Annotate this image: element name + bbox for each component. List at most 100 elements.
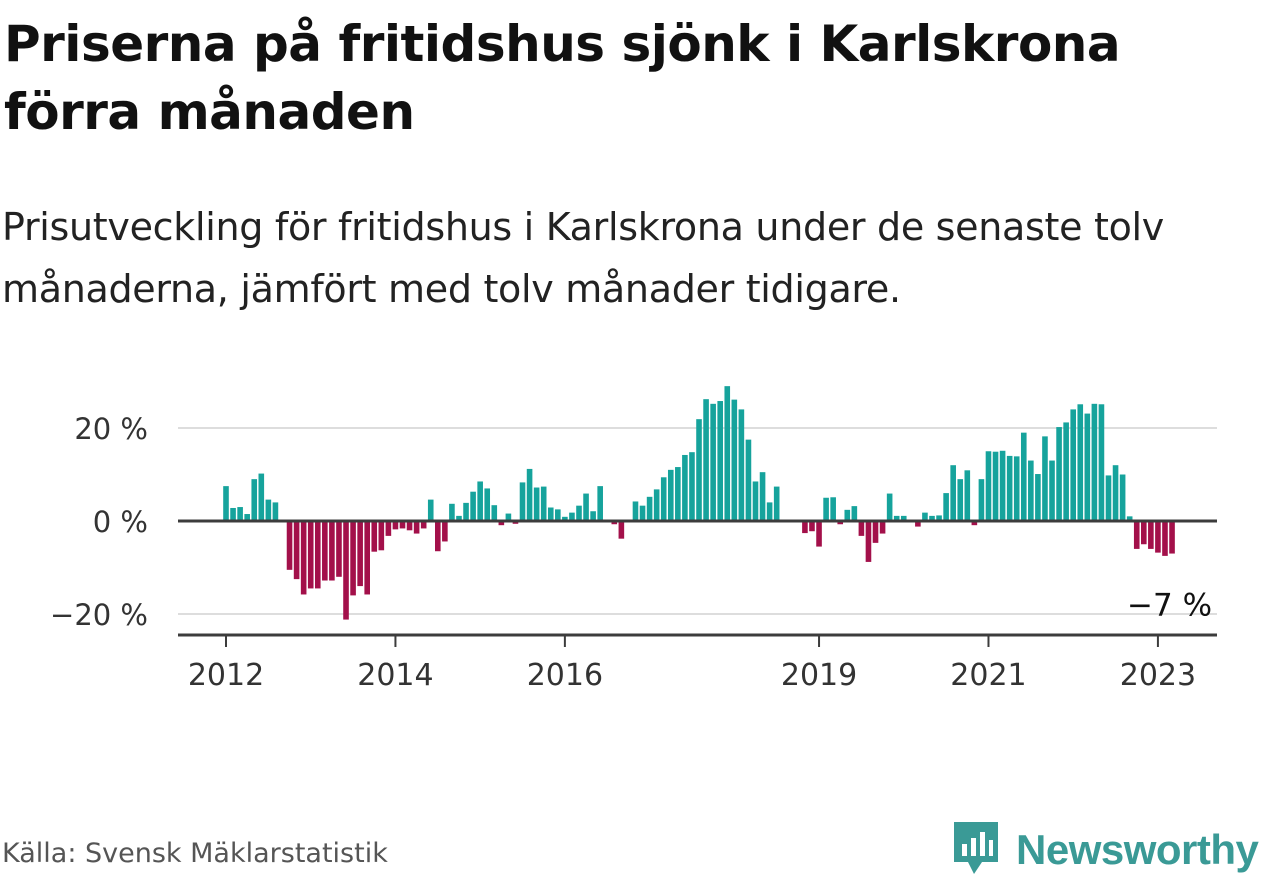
bar — [837, 521, 844, 525]
bar — [851, 506, 858, 521]
bar — [660, 477, 667, 521]
bar — [752, 481, 759, 521]
bar — [307, 521, 314, 589]
bar — [463, 502, 469, 522]
bar — [893, 515, 900, 521]
bar — [364, 521, 370, 595]
bar — [611, 521, 618, 525]
bar — [886, 493, 893, 521]
bar — [449, 503, 455, 521]
bar — [1162, 521, 1168, 556]
bar — [992, 451, 999, 521]
bar — [1169, 521, 1175, 554]
bar — [1091, 403, 1098, 521]
bar — [385, 521, 392, 536]
bar — [717, 401, 723, 521]
x-tick-label: 2019 — [781, 658, 857, 690]
brand-logo[interactable]: Newsworthy — [950, 818, 1259, 882]
last-value-label: −7 % — [1127, 588, 1212, 624]
bar — [1013, 456, 1020, 521]
bar — [569, 512, 575, 521]
bar — [816, 521, 822, 547]
bar — [915, 521, 921, 527]
bar — [470, 491, 476, 521]
bar — [900, 515, 907, 521]
bar — [519, 482, 526, 522]
bar — [406, 521, 413, 531]
bar — [456, 515, 462, 521]
bar — [738, 409, 745, 521]
bar — [689, 452, 695, 521]
bar — [251, 479, 258, 521]
bar — [399, 521, 406, 529]
bar — [950, 465, 956, 521]
bar — [1049, 460, 1055, 521]
bar — [265, 499, 272, 521]
bar — [293, 521, 300, 580]
bar — [1035, 474, 1041, 521]
bar — [1042, 436, 1048, 521]
labels: 20 % 0 % −20 % 2012 2014 2016 2019 2021 2023 −7 % — [50, 412, 1212, 690]
bar — [957, 479, 964, 521]
bar — [413, 521, 420, 534]
bar — [731, 399, 738, 521]
bar — [378, 521, 385, 551]
bar — [823, 497, 829, 521]
bar — [724, 386, 731, 521]
x-tick-label: 2012 — [188, 658, 264, 690]
bar — [562, 516, 568, 521]
bar — [929, 515, 935, 521]
bar — [844, 509, 851, 521]
bar — [533, 487, 540, 521]
chart-title: Priserna på fritidshus sjönk i Karlskron… — [4, 15, 1121, 141]
x-tick-label: 2016 — [527, 658, 603, 690]
bar — [1020, 432, 1027, 521]
bar — [865, 521, 872, 562]
bar — [547, 507, 554, 521]
bar — [999, 450, 1006, 521]
y-tick-label: 20 % — [74, 412, 148, 446]
bar — [314, 521, 321, 589]
bar — [675, 467, 681, 521]
bar — [971, 521, 978, 526]
bar — [1070, 409, 1076, 521]
bars — [223, 386, 1175, 620]
bar — [491, 505, 498, 521]
bar — [1056, 427, 1062, 521]
bar — [1077, 404, 1084, 521]
bar — [498, 521, 505, 526]
x-tick-label: 2014 — [357, 658, 433, 690]
bar — [943, 493, 949, 521]
bar — [286, 521, 293, 570]
bar — [879, 521, 886, 534]
bar — [329, 521, 335, 581]
axes — [178, 519, 1217, 647]
bar — [682, 454, 688, 521]
bar — [1028, 460, 1034, 521]
bar — [809, 521, 815, 532]
bar — [964, 470, 971, 521]
bar — [936, 515, 942, 521]
bar — [435, 521, 441, 552]
bar — [759, 472, 766, 521]
bar — [350, 521, 356, 596]
bar — [223, 486, 229, 522]
bar — [1105, 475, 1112, 521]
bar — [872, 521, 879, 543]
bar — [258, 473, 265, 521]
bar — [1098, 404, 1105, 521]
bar — [427, 499, 434, 521]
bar — [830, 497, 836, 521]
bar — [322, 521, 328, 581]
chart-subtitle: Prisutveckling för fritidshus i Karlskro… — [2, 205, 1164, 311]
bar — [646, 496, 653, 521]
bar — [1006, 455, 1013, 521]
bar — [272, 502, 279, 521]
bar — [505, 513, 512, 521]
bar — [336, 521, 342, 577]
bar — [632, 501, 639, 521]
bar — [653, 489, 660, 521]
bar — [802, 521, 808, 534]
bar — [667, 469, 674, 521]
bar — [590, 511, 596, 522]
